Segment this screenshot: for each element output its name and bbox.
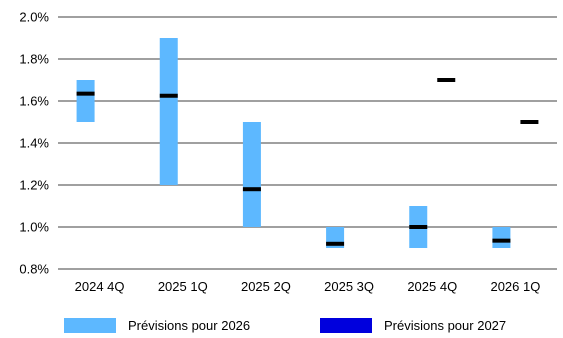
x-tick-label: 2024 4Q [75,279,125,294]
median-marker [409,225,428,229]
y-axis-tick-labels: 0.8% 1.0% 1.2% 1.4% 1.6% 1.8% 2.0% [19,10,49,277]
x-tick-label: 2026 1Q [490,279,540,294]
x-tick-label: 2025 3Q [324,279,374,294]
median-marker [159,93,178,98]
range-bar [159,38,178,185]
y-tick-label: 1.8% [19,52,49,67]
median-markers [76,78,539,246]
x-tick-label: 2025 4Q [407,279,457,294]
legend-label: Prévisions pour 2027 [384,318,506,333]
y-tick-label: 1.4% [19,136,49,151]
legend-label: Prévisions pour 2026 [128,318,250,333]
median-marker [76,91,95,96]
y-tick-label: 2.0% [19,10,49,25]
range-bar [492,227,511,248]
median-marker [492,238,511,243]
x-tick-label: 2025 1Q [158,279,208,294]
range-bar [76,80,95,122]
legend-swatch [320,318,372,333]
x-tick-label: 2025 2Q [241,279,291,294]
y-tick-label: 1.2% [19,178,49,193]
legend-swatch [64,318,116,333]
range-bar [242,122,261,227]
y-tick-label: 1.0% [19,220,49,235]
median-marker [242,187,261,192]
gridlines [58,16,557,270]
median-marker [326,241,345,246]
x-axis-tick-labels: 2024 4Q 2025 1Q 2025 2Q 2025 3Q 2025 4Q 2026 … [75,279,541,294]
median-marker [520,120,539,124]
y-tick-label: 0.8% [19,262,49,277]
median-marker [437,78,456,82]
y-tick-label: 1.6% [19,94,49,109]
legend: Prévisions pour 2026 Prévisions pour 2027 [64,318,506,333]
